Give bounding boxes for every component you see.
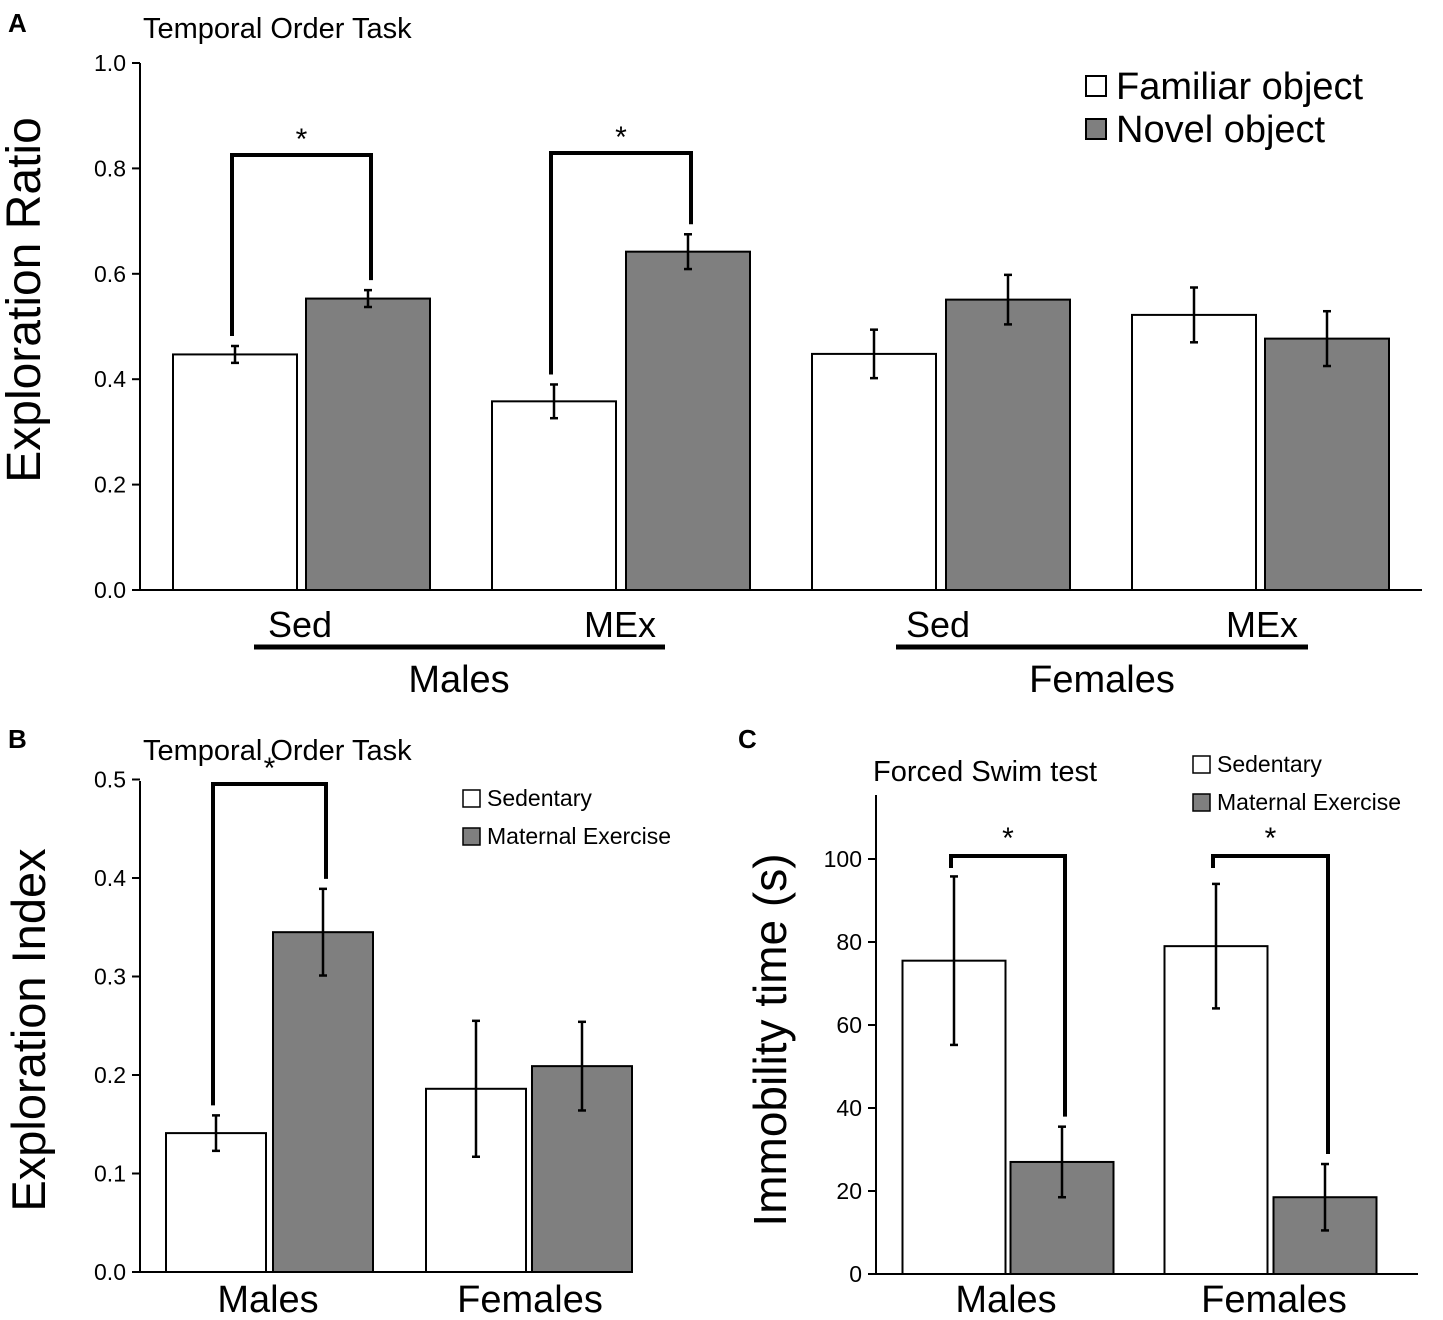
y-tick-label: 0.0 xyxy=(94,1259,126,1285)
panel-c-bars xyxy=(901,875,1378,1276)
panel-b-ylabel: Exploration Index xyxy=(2,848,55,1211)
significance-bracket xyxy=(1211,854,1330,1155)
panel-a-legend-familiar: Familiar object xyxy=(1116,66,1364,108)
panel-b-category-label: Females xyxy=(457,1279,603,1320)
bar xyxy=(165,1132,267,1273)
significance-star: * xyxy=(615,121,627,154)
panel-b: B Temporal Order Task Exploration Index … xyxy=(2,724,671,1320)
y-tick-label: 0.5 xyxy=(94,767,126,793)
y-tick-label: 0.3 xyxy=(94,964,126,990)
panel-a-group-label-males: Males xyxy=(408,659,509,701)
bar xyxy=(945,298,1071,591)
panel-c-title: Forced Swim test xyxy=(873,756,1097,788)
significance-star: * xyxy=(1265,822,1277,855)
panel-a-y-ticks: 0.0 0.2 0.4 0.6 0.8 1.0 xyxy=(94,50,140,603)
y-tick-label: 0.0 xyxy=(94,577,126,603)
y-tick-label: 100 xyxy=(824,846,862,872)
panel-b-legend-sedentary: Sedentary xyxy=(487,785,592,811)
panel-a-legend-novel: Novel object xyxy=(1116,109,1326,151)
y-tick-label: 0.4 xyxy=(94,366,126,392)
panel-a-ylabel: Exploration Ratio xyxy=(0,117,51,483)
panel-b-significance: * xyxy=(211,752,328,1106)
panel-c-significance: * * xyxy=(949,822,1330,1155)
panel-c-legend-sedentary: Sedentary xyxy=(1217,751,1322,777)
panel-c-legend-swatch-exercise xyxy=(1192,793,1211,812)
panel-a-bars xyxy=(172,233,1390,592)
bar xyxy=(272,931,374,1273)
panel-a-legend-swatch-familiar xyxy=(1085,75,1107,97)
panel-b-letter: B xyxy=(8,724,27,754)
panel-b-legend-swatch-sedentary xyxy=(462,789,481,808)
panel-a-legend: Familiar object Novel object xyxy=(1085,66,1364,151)
y-tick-label: 0.2 xyxy=(94,472,126,498)
panel-a-letter: A xyxy=(8,8,27,38)
panel-c-legend-exercise: Maternal Exercise xyxy=(1217,789,1401,815)
significance-star: * xyxy=(1002,822,1014,855)
significance-bracket xyxy=(949,854,1067,1117)
panel-c: C Forced Swim test Immobility time (s) 0… xyxy=(738,724,1418,1320)
panel-c-ylabel: Immobility time (s) xyxy=(744,853,796,1226)
panel-a: A Temporal Order Task Exploration Ratio … xyxy=(0,8,1422,701)
panel-b-bars xyxy=(165,887,633,1274)
panel-a-group-label-females: Females xyxy=(1029,659,1175,701)
significance-star: * xyxy=(296,123,308,156)
y-tick-label: 0 xyxy=(849,1261,862,1287)
panel-b-category-label: Males xyxy=(217,1279,318,1320)
y-tick-label: 80 xyxy=(836,929,862,955)
significance-star: * xyxy=(264,752,276,785)
y-tick-label: 20 xyxy=(836,1178,862,1204)
panel-c-legend: Sedentary Maternal Exercise xyxy=(1192,751,1401,815)
bar xyxy=(491,400,617,592)
significance-bracket xyxy=(230,153,373,336)
panel-a-category-label: MEx xyxy=(584,604,656,645)
y-tick-label: 40 xyxy=(836,1095,862,1121)
panel-a-category-label: MEx xyxy=(1226,604,1298,645)
panel-b-legend-exercise: Maternal Exercise xyxy=(487,823,671,849)
bar xyxy=(625,250,751,592)
y-tick-label: 0.8 xyxy=(94,155,126,181)
panel-c-category-label: Males xyxy=(955,1279,1056,1320)
bar xyxy=(1131,313,1257,591)
y-tick-label: 0.4 xyxy=(94,865,126,891)
significance-bracket xyxy=(549,151,693,375)
panel-c-y-ticks: 0 20 40 60 80 100 xyxy=(824,846,876,1287)
panel-a-legend-swatch-novel xyxy=(1085,118,1107,140)
panel-a-category-label: Sed xyxy=(268,604,332,645)
bar xyxy=(811,352,937,591)
panel-b-y-ticks: 0.0 0.1 0.2 0.3 0.4 0.5 xyxy=(94,767,140,1285)
y-tick-label: 1.0 xyxy=(94,50,126,76)
bar xyxy=(172,353,298,591)
panel-a-significance: * * xyxy=(230,121,693,375)
significance-bracket xyxy=(211,782,328,1106)
panel-c-legend-swatch-sedentary xyxy=(1192,755,1211,774)
panel-c-letter: C xyxy=(738,724,757,754)
y-tick-label: 0.2 xyxy=(94,1062,126,1088)
y-tick-label: 60 xyxy=(836,1012,862,1038)
bar xyxy=(1264,337,1390,591)
panel-a-title: Temporal Order Task xyxy=(143,13,412,45)
bar xyxy=(305,297,431,591)
panel-b-title: Temporal Order Task xyxy=(143,735,412,767)
panel-c-category-label: Females xyxy=(1201,1279,1347,1320)
y-tick-label: 0.6 xyxy=(94,261,126,287)
panel-a-category-label: Sed xyxy=(906,604,970,645)
panel-b-legend-swatch-exercise xyxy=(462,827,481,846)
panel-b-legend: Sedentary Maternal Exercise xyxy=(462,785,671,849)
y-tick-label: 0.1 xyxy=(94,1161,126,1187)
